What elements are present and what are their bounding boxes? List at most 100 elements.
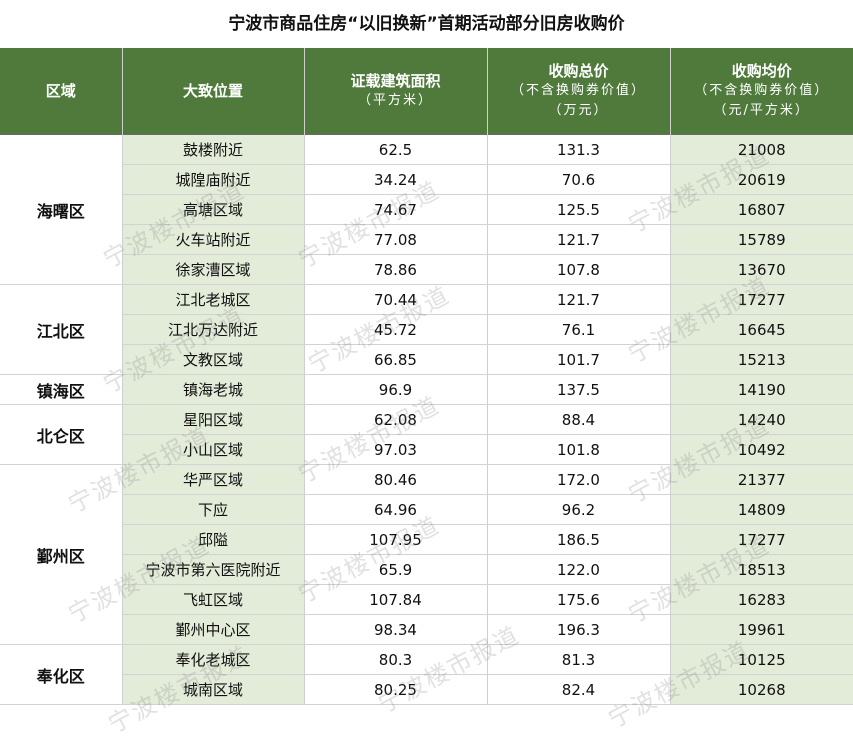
avg-price-cell: 14809 xyxy=(670,495,853,525)
region-cell: 北仑区 xyxy=(0,405,122,465)
total-price-cell: 76.1 xyxy=(487,315,670,345)
region-cell: 奉化区 xyxy=(0,645,122,705)
location-cell: 鄞州中心区 xyxy=(122,615,304,645)
area-cell: 80.46 xyxy=(304,465,487,495)
total-price-cell: 101.7 xyxy=(487,345,670,375)
price-table: 区域 大致位置 证载建筑面积 （平方米） 收购总价 （不含换购券价值） （万元）… xyxy=(0,48,853,705)
avg-price-cell: 15213 xyxy=(670,345,853,375)
avg-price-cell: 21008 xyxy=(670,135,853,165)
location-cell: 江北万达附近 xyxy=(122,315,304,345)
avg-price-cell: 18513 xyxy=(670,555,853,585)
region-cell: 镇海区 xyxy=(0,375,122,405)
area-cell: 62.5 xyxy=(304,135,487,165)
area-cell: 77.08 xyxy=(304,225,487,255)
total-price-cell: 96.2 xyxy=(487,495,670,525)
location-cell: 文教区域 xyxy=(122,345,304,375)
location-cell: 邱隘 xyxy=(122,525,304,555)
header-avg-unit: （元/平方米） xyxy=(671,101,853,121)
header-area: 证载建筑面积 （平方米） xyxy=(304,48,487,135)
location-cell: 华严区域 xyxy=(122,465,304,495)
location-cell: 飞虹区域 xyxy=(122,585,304,615)
header-total: 收购总价 （不含换购券价值） （万元） xyxy=(487,48,670,135)
total-price-cell: 131.3 xyxy=(487,135,670,165)
area-cell: 107.95 xyxy=(304,525,487,555)
total-price-cell: 125.5 xyxy=(487,195,670,225)
area-cell: 78.86 xyxy=(304,255,487,285)
area-cell: 34.24 xyxy=(304,165,487,195)
area-cell: 66.85 xyxy=(304,345,487,375)
avg-price-cell: 10268 xyxy=(670,675,853,705)
avg-price-cell: 16283 xyxy=(670,585,853,615)
location-cell: 镇海老城 xyxy=(122,375,304,405)
area-cell: 80.25 xyxy=(304,675,487,705)
total-price-cell: 137.5 xyxy=(487,375,670,405)
total-price-cell: 121.7 xyxy=(487,285,670,315)
total-price-cell: 88.4 xyxy=(487,405,670,435)
region-cell: 海曙区 xyxy=(0,135,122,285)
avg-price-cell: 21377 xyxy=(670,465,853,495)
avg-price-cell: 14240 xyxy=(670,405,853,435)
area-cell: 74.67 xyxy=(304,195,487,225)
avg-price-cell: 20619 xyxy=(670,165,853,195)
location-cell: 城隍庙附近 xyxy=(122,165,304,195)
area-cell: 98.34 xyxy=(304,615,487,645)
total-price-cell: 121.7 xyxy=(487,225,670,255)
total-price-cell: 186.5 xyxy=(487,525,670,555)
total-price-cell: 122.0 xyxy=(487,555,670,585)
area-cell: 107.84 xyxy=(304,585,487,615)
avg-price-cell: 16807 xyxy=(670,195,853,225)
table-header-row: 区域 大致位置 证载建筑面积 （平方米） 收购总价 （不含换购券价值） （万元）… xyxy=(0,48,853,135)
area-cell: 62.08 xyxy=(304,405,487,435)
total-price-cell: 81.3 xyxy=(487,645,670,675)
page-title: 宁波市商品住房“以旧换新”首期活动部分旧房收购价 xyxy=(0,0,853,48)
header-avg: 收购均价 （不含换购券价值） （元/平方米） xyxy=(670,48,853,135)
location-cell: 奉化老城区 xyxy=(122,645,304,675)
header-location: 大致位置 xyxy=(122,48,304,135)
avg-price-cell: 15789 xyxy=(670,225,853,255)
total-price-cell: 107.8 xyxy=(487,255,670,285)
location-cell: 小山区域 xyxy=(122,435,304,465)
total-price-cell: 101.8 xyxy=(487,435,670,465)
header-total-note: （不含换购券价值） xyxy=(488,81,670,101)
total-price-cell: 70.6 xyxy=(487,165,670,195)
header-avg-note: （不含换购券价值） xyxy=(671,81,853,101)
area-cell: 45.72 xyxy=(304,315,487,345)
avg-price-cell: 19961 xyxy=(670,615,853,645)
header-region: 区域 xyxy=(0,48,122,135)
area-cell: 64.96 xyxy=(304,495,487,525)
area-cell: 80.3 xyxy=(304,645,487,675)
avg-price-cell: 17277 xyxy=(670,525,853,555)
area-cell: 97.03 xyxy=(304,435,487,465)
region-cell: 江北区 xyxy=(0,285,122,375)
location-cell: 宁波市第六医院附近 xyxy=(122,555,304,585)
header-area-unit: （平方米） xyxy=(305,91,487,111)
avg-price-cell: 10125 xyxy=(670,645,853,675)
location-cell: 城南区域 xyxy=(122,675,304,705)
avg-price-cell: 16645 xyxy=(670,315,853,345)
location-cell: 徐家漕区域 xyxy=(122,255,304,285)
avg-price-cell: 13670 xyxy=(670,255,853,285)
area-cell: 65.9 xyxy=(304,555,487,585)
area-cell: 96.9 xyxy=(304,375,487,405)
total-price-cell: 175.6 xyxy=(487,585,670,615)
avg-price-cell: 10492 xyxy=(670,435,853,465)
location-cell: 高塘区域 xyxy=(122,195,304,225)
